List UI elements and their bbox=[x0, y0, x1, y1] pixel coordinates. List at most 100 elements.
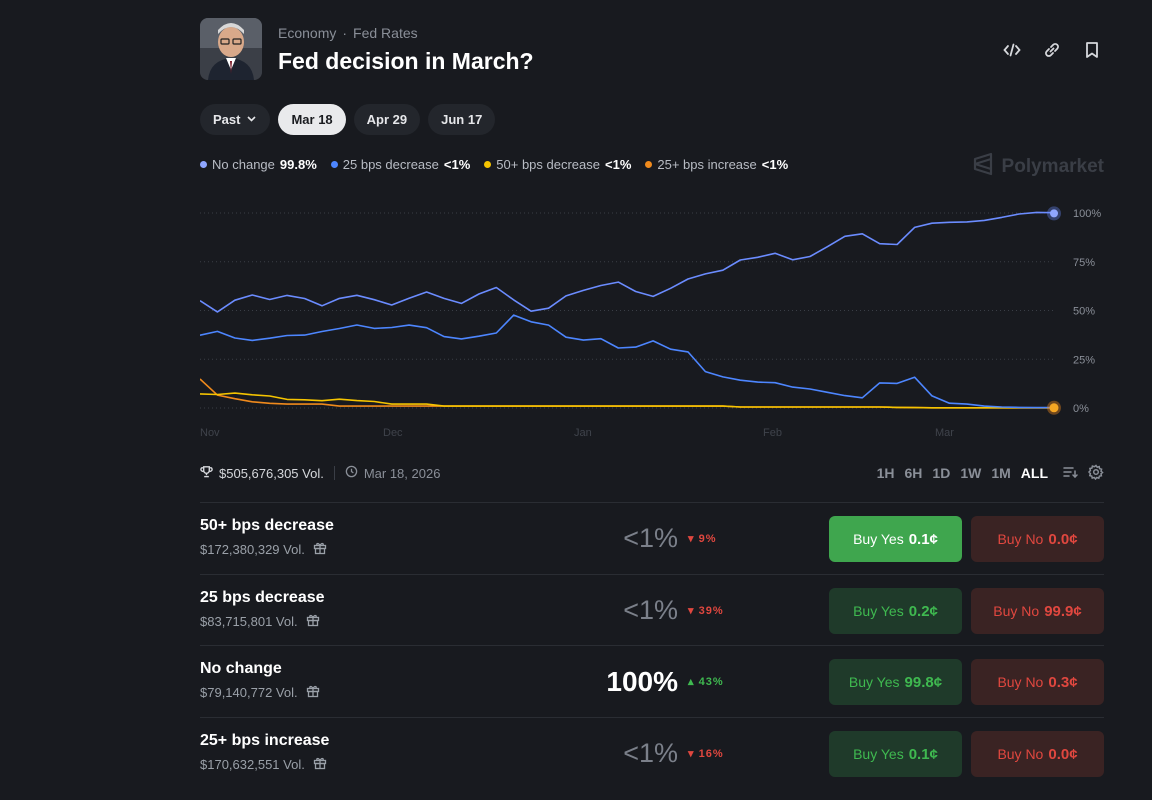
x-tick-label: Nov bbox=[200, 427, 220, 439]
y-tick-label: 75% bbox=[1073, 257, 1095, 269]
outcome-row-no-change[interactable]: No change $79,140,772 Vol. 100% ▴ 43% Bu… bbox=[200, 645, 1104, 717]
outcome-volume: $79,140,772 Vol. bbox=[200, 684, 320, 701]
price-history-chart[interactable]: 100% 75% 50% 25% 0% Nov Dec Jan Feb Mar bbox=[200, 190, 1104, 445]
outcome-volume-value: $79,140,772 Vol. bbox=[200, 685, 298, 700]
tab-past[interactable]: Past bbox=[200, 104, 271, 135]
tab-mar-18[interactable]: Mar 18 bbox=[278, 104, 346, 135]
outcome-change: ▾ 39% bbox=[688, 604, 724, 617]
outcome-change-value: 39% bbox=[698, 605, 724, 617]
bookmark-icon[interactable] bbox=[1080, 38, 1104, 62]
buy-yes-button[interactable]: Buy Yes 99.8¢ bbox=[829, 659, 962, 705]
outcome-probability: <1% bbox=[623, 738, 678, 768]
range-1w[interactable]: 1W bbox=[960, 465, 982, 481]
y-tick-label: 0% bbox=[1073, 403, 1089, 415]
x-tick-label: Feb bbox=[763, 427, 782, 439]
gift-icon[interactable] bbox=[313, 756, 327, 773]
filter-list-icon[interactable] bbox=[1062, 464, 1078, 483]
outcome-row-25-bps-increase[interactable]: 25+ bps increase $170,632,551 Vol. <1% ▾… bbox=[200, 717, 1104, 789]
buy-no-price: 0.0¢ bbox=[1048, 745, 1078, 763]
outcome-volume: $172,380,329 Vol. bbox=[200, 541, 327, 558]
series-line-50-bps-decrease bbox=[200, 392, 1054, 409]
total-volume-value: $505,676,305 Vol. bbox=[219, 465, 324, 481]
outcome-change: ▾ 9% bbox=[688, 532, 717, 545]
settings-gear-icon[interactable] bbox=[1087, 463, 1104, 483]
range-all[interactable]: ALL bbox=[1020, 465, 1048, 481]
outcome-change: ▴ 43% bbox=[688, 675, 724, 688]
outcome-name: 50+ bps decrease bbox=[200, 517, 334, 534]
endpoint-25-bps-increase bbox=[1049, 403, 1059, 413]
gift-icon[interactable] bbox=[306, 684, 320, 701]
range-1h[interactable]: 1H bbox=[876, 465, 895, 481]
page-title: Fed decision in March? bbox=[278, 48, 534, 74]
legend-label: No change bbox=[212, 157, 275, 172]
range-6h[interactable]: 6H bbox=[904, 465, 923, 481]
series-line-25-bps-decrease bbox=[200, 314, 1054, 409]
tab-apr-29[interactable]: Apr 29 bbox=[353, 104, 421, 135]
outcome-volume-value: $170,632,551 Vol. bbox=[200, 757, 305, 772]
arrow-down-icon: ▾ bbox=[688, 748, 695, 760]
buy-yes-button[interactable]: Buy Yes 0.1¢ bbox=[829, 731, 962, 777]
range-1m[interactable]: 1M bbox=[991, 465, 1011, 481]
buy-no-price: 0.0¢ bbox=[1048, 530, 1078, 548]
buy-no-price: 0.3¢ bbox=[1048, 673, 1078, 691]
y-tick-label: 100% bbox=[1073, 208, 1101, 220]
outcome-volume-value: $83,715,801 Vol. bbox=[200, 614, 298, 629]
buy-no-label: Buy No bbox=[997, 531, 1044, 547]
outcome-name: 25+ bps increase bbox=[200, 732, 330, 749]
series-line-25-bps-increase bbox=[200, 378, 1054, 409]
tab-jun-17[interactable]: Jun 17 bbox=[428, 104, 496, 135]
x-tick-label: Jan bbox=[574, 427, 592, 439]
chevron-down-icon bbox=[246, 112, 257, 127]
legend-swatch bbox=[200, 161, 207, 168]
legend-swatch bbox=[645, 161, 653, 168]
legend-label: 50+ bps decrease bbox=[496, 157, 600, 172]
code-icon[interactable] bbox=[1000, 38, 1024, 62]
buy-no-button[interactable]: Buy No 99.9¢ bbox=[971, 588, 1104, 634]
outcome-change-value: 16% bbox=[698, 748, 724, 760]
outcome-change: ▾ 16% bbox=[688, 747, 724, 760]
gift-icon[interactable] bbox=[306, 613, 320, 630]
breadcrumb: Economy · Fed Rates bbox=[278, 25, 418, 41]
legend-value: <1% bbox=[761, 157, 789, 172]
buy-yes-label: Buy Yes bbox=[853, 746, 904, 762]
buy-no-button[interactable]: Buy No 0.3¢ bbox=[971, 659, 1104, 705]
outcome-row-25-bps-decrease[interactable]: 25 bps decrease $83,715,801 Vol. <1% ▾ 3… bbox=[200, 574, 1104, 646]
breadcrumb-subcategory[interactable]: Fed Rates bbox=[353, 25, 418, 41]
range-1d[interactable]: 1D bbox=[932, 465, 951, 481]
buy-yes-label: Buy Yes bbox=[848, 674, 900, 690]
legend-value: 99.8% bbox=[279, 157, 317, 172]
breadcrumb-separator: · bbox=[342, 25, 348, 41]
legend-item-50-bps-decrease: 50+ bps decrease <1% bbox=[484, 157, 631, 172]
link-icon[interactable] bbox=[1040, 38, 1064, 62]
buy-yes-button[interactable]: Buy Yes 0.1¢ bbox=[829, 516, 962, 562]
outcome-probability: <1% bbox=[623, 523, 678, 553]
x-tick-label: Dec bbox=[383, 427, 403, 439]
buy-yes-label: Buy Yes bbox=[853, 531, 904, 547]
buy-yes-label: Buy Yes bbox=[853, 603, 904, 619]
total-volume: $505,676,305 Vol. bbox=[200, 465, 324, 481]
y-tick-label: 25% bbox=[1073, 354, 1095, 366]
buy-no-label: Buy No bbox=[997, 746, 1044, 762]
gift-icon[interactable] bbox=[313, 541, 327, 558]
market-page: Economy · Fed Rates Fed decision in March?… bbox=[200, 0, 1104, 800]
breadcrumb-category[interactable]: Economy bbox=[278, 25, 337, 41]
legend-swatch bbox=[484, 161, 492, 168]
divider bbox=[333, 466, 335, 480]
legend-item-25-bps-increase: 25+ bps increase <1% bbox=[645, 157, 788, 172]
outcome-row-50-bps-decrease[interactable]: 50+ bps decrease $172,380,329 Vol. <1% ▾… bbox=[200, 502, 1104, 574]
buy-no-button[interactable]: Buy No 0.0¢ bbox=[971, 516, 1104, 562]
buy-yes-button[interactable]: Buy Yes 0.2¢ bbox=[829, 588, 962, 634]
legend-swatch bbox=[330, 161, 338, 168]
end-date-value: Mar 18, 2026 bbox=[363, 465, 441, 481]
date-tabs: Past Mar 18 Apr 29 Jun 17 bbox=[200, 104, 496, 135]
buy-yes-price: 0.1¢ bbox=[908, 745, 938, 763]
trophy-icon bbox=[200, 465, 213, 481]
chart-legend: No change 99.8% 25 bps decrease <1% 50+ bp… bbox=[200, 157, 788, 172]
buy-yes-price: 0.1¢ bbox=[908, 530, 938, 548]
arrow-down-icon: ▾ bbox=[688, 605, 695, 617]
buy-no-label: Buy No bbox=[993, 603, 1040, 619]
legend-label: 25 bps decrease bbox=[342, 157, 439, 172]
buy-yes-price: 99.8¢ bbox=[904, 673, 943, 691]
legend-item-25-bps-decrease: 25 bps decrease <1% bbox=[330, 157, 470, 172]
buy-no-button[interactable]: Buy No 0.0¢ bbox=[971, 731, 1104, 777]
